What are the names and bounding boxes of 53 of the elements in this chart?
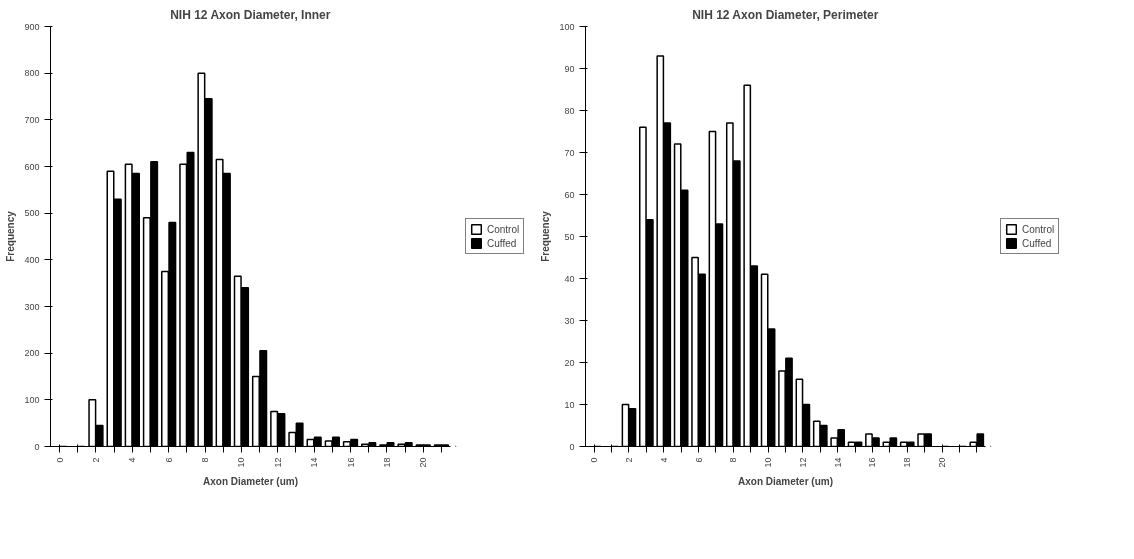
- x-tick-label: 14: [832, 457, 843, 468]
- x-tick-label: 4: [127, 457, 138, 463]
- x-tick-label: 16: [345, 457, 356, 468]
- y-tick-label: 400: [24, 254, 40, 265]
- legend-label: Control: [1022, 223, 1055, 235]
- x-axis-title: Axon Diameter (um): [202, 475, 299, 487]
- x-axis-title: Axon Diameter (um): [737, 475, 834, 487]
- x-tick-label: 8: [728, 457, 739, 463]
- x-tick-label: 12: [797, 457, 808, 468]
- y-tick-label: 500: [24, 208, 40, 219]
- x-tick-label: 0: [54, 457, 65, 463]
- x-tick-label: 6: [693, 457, 704, 463]
- y-tick-label: 80: [564, 105, 575, 116]
- y-tick-label: 900: [24, 21, 40, 32]
- y-tick-label: 600: [24, 161, 40, 172]
- x-tick-label: 4: [658, 457, 669, 463]
- y-tick-label: 100: [24, 394, 40, 405]
- x-tick-label: 10: [763, 457, 774, 468]
- y-tick-label: 50: [564, 231, 575, 242]
- y-tick-label: 70: [564, 147, 575, 158]
- x-tick-label: 2: [90, 457, 101, 463]
- legend-label: Control: [487, 223, 520, 235]
- y-tick-label: 800: [24, 68, 40, 79]
- y-tick-label: 60: [564, 189, 575, 200]
- x-tick-label: 14: [309, 457, 320, 468]
- x-tick-label: 6: [163, 457, 174, 463]
- x-tick-label: 20: [937, 457, 948, 468]
- y-tick-label: 20: [564, 357, 575, 368]
- chart-title: NIH 12 Axon Diameter, Inner: [170, 7, 331, 22]
- x-tick-label: 16: [867, 457, 878, 468]
- x-tick-label: 18: [381, 457, 392, 468]
- legend-label: Cuffed: [1022, 237, 1052, 249]
- y-tick-label: 200: [24, 348, 40, 359]
- chart-title: NIH 12 Axon Diameter, Perimeter: [692, 7, 879, 22]
- x-tick-label: 2: [623, 457, 634, 463]
- x-tick-label: 18: [902, 457, 913, 468]
- y-tick-label: 90: [564, 63, 575, 74]
- y-tick-label: 0: [569, 441, 575, 452]
- y-axis-title: Frequency: [540, 210, 552, 262]
- x-tick-label: 20: [418, 457, 429, 468]
- x-tick-label: 8: [200, 457, 211, 463]
- y-axis-title: Frequency: [5, 210, 17, 262]
- x-tick-label: 12: [272, 457, 283, 468]
- y-tick-label: 10: [564, 399, 575, 410]
- y-tick-label: 100: [559, 21, 575, 32]
- x-tick-label: 0: [589, 457, 600, 463]
- y-tick-label: 0: [34, 441, 40, 452]
- y-tick-label: 300: [24, 301, 40, 312]
- y-tick-label: 30: [564, 315, 575, 326]
- x-tick-label: 10: [236, 457, 247, 468]
- legend-label: Cuffed: [487, 237, 517, 249]
- y-tick-label: 700: [24, 114, 40, 125]
- y-tick-label: 40: [564, 273, 575, 284]
